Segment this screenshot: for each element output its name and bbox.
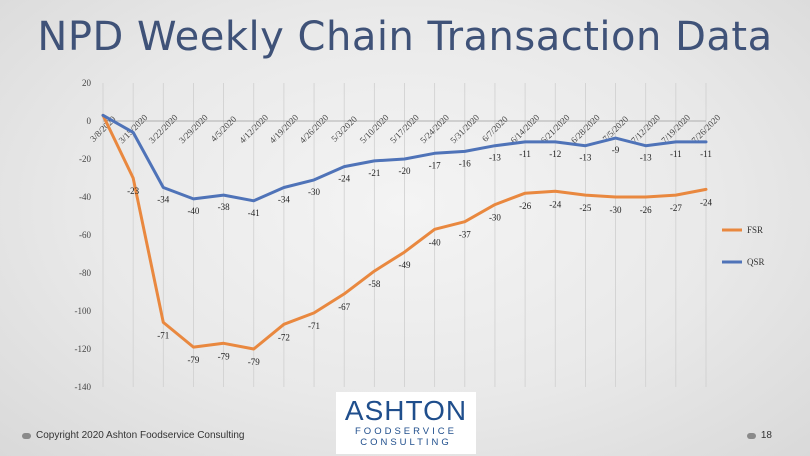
data-label-fsr: -72	[278, 332, 290, 342]
data-label-fsr: -40	[429, 237, 441, 247]
data-label-fsr: -37	[459, 230, 471, 240]
data-label-qsr: -24	[338, 174, 350, 184]
data-label-fsr: -26	[640, 205, 652, 215]
y-tick-label: -60	[79, 230, 91, 240]
y-tick-label: -80	[79, 268, 91, 278]
series-line-qsr	[101, 113, 708, 203]
legend-label-fsr: FSR	[747, 225, 763, 235]
data-label-fsr: -24	[700, 197, 712, 207]
footer-copyright: Copyright 2020 Ashton Foodservice Consul…	[22, 430, 244, 441]
data-label-fsr: -23	[127, 186, 139, 196]
data-label-fsr: -25	[579, 203, 591, 213]
copyright-text: Copyright 2020 Ashton Foodservice Consul…	[36, 430, 245, 441]
data-label-qsr: -40	[187, 206, 199, 216]
data-label-qsr: -11	[670, 149, 682, 159]
data-label-qsr: -11	[519, 149, 531, 159]
data-label-qsr: -13	[640, 153, 652, 163]
data-label-fsr: -58	[368, 279, 380, 289]
data-label-fsr: -30	[610, 205, 622, 215]
data-label-qsr: -17	[429, 160, 441, 170]
data-label-fsr: -79	[187, 355, 199, 365]
logo-line1: FOODSERVICE	[355, 426, 457, 437]
data-label-qsr: -13	[489, 153, 501, 163]
data-label-qsr: -9	[612, 145, 620, 155]
data-label-qsr: -34	[278, 195, 290, 205]
bullet-icon	[22, 432, 31, 439]
y-tick-label: -40	[79, 192, 91, 202]
data-label-qsr: -30	[308, 187, 320, 197]
bullet-icon	[746, 432, 756, 439]
data-label-qsr: -21	[368, 168, 380, 178]
ashton-logo: ASHTON FOODSERVICE CONSULTING	[336, 392, 476, 454]
footer-page: 18	[746, 430, 772, 441]
data-label-fsr: -71	[308, 321, 320, 331]
data-label-qsr: -41	[248, 208, 260, 218]
data-label-fsr: -30	[489, 213, 501, 223]
y-tick-label: 20	[82, 78, 92, 88]
data-label-fsr: -67	[338, 302, 350, 312]
y-tick-label: -140	[75, 382, 92, 392]
series-line-fsr	[101, 113, 708, 351]
y-tick-label: -120	[75, 344, 92, 354]
logo-name: ASHTON	[344, 395, 468, 426]
data-label-fsr: -26	[519, 201, 531, 211]
data-label-qsr: -38	[218, 202, 230, 212]
data-label-qsr: -13	[579, 153, 591, 163]
data-label-qsr: -16	[459, 158, 471, 168]
y-tick-label: -100	[75, 306, 92, 316]
data-label-fsr: -79	[248, 357, 260, 367]
data-label-fsr: -24	[549, 199, 561, 209]
slide-title: NPD Weekly Chain Transaction Data	[37, 14, 773, 60]
data-label-fsr: -27	[670, 203, 682, 213]
data-label-qsr: -34	[157, 195, 169, 205]
data-label-fsr: -49	[399, 260, 411, 270]
logo-line2: CONSULTING	[360, 437, 452, 448]
data-label-fsr: -79	[218, 351, 230, 361]
data-label-fsr: -71	[157, 330, 169, 340]
y-tick-label: -20	[79, 154, 91, 164]
legend-label-qsr: QSR	[747, 257, 765, 267]
page-number: 18	[760, 430, 772, 441]
y-tick-label: 0	[87, 116, 92, 126]
data-label-qsr: -12	[549, 149, 561, 159]
data-label-qsr: -20	[399, 166, 411, 176]
data-label-qsr: -11	[700, 149, 712, 159]
